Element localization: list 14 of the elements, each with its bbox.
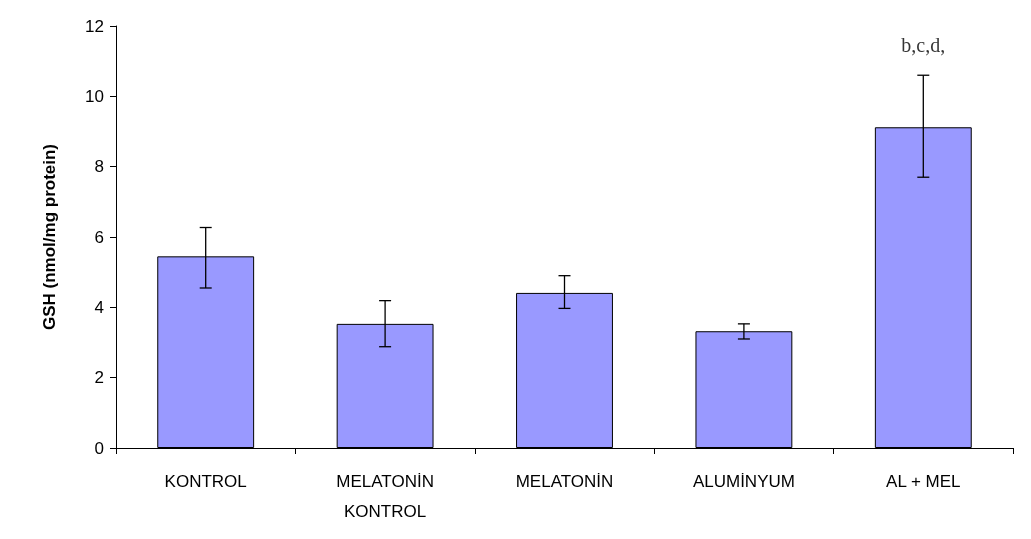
annotation: b,c,d, — [901, 34, 946, 57]
x-tick-label: MELATONİN — [515, 471, 614, 491]
x-tick-label: AL + MEL — [886, 471, 961, 491]
y-tick-label: 10 — [85, 86, 104, 106]
y-tick-label: 6 — [94, 227, 104, 247]
y-tick-label: 4 — [94, 297, 104, 317]
y-tick-label: 8 — [94, 157, 104, 177]
x-tick-label: MELATONİN KONTROL — [336, 471, 434, 521]
x-tick-label: ALUMİNYUM — [692, 471, 795, 491]
y-axis-title: GSH (nmol/mg protein) — [40, 143, 59, 331]
y-tick-label: 2 — [94, 368, 104, 388]
y-tick-label: 0 — [94, 438, 104, 458]
y-tick-label: 12 — [85, 16, 104, 36]
x-tick-label: KONTROL — [164, 471, 247, 491]
